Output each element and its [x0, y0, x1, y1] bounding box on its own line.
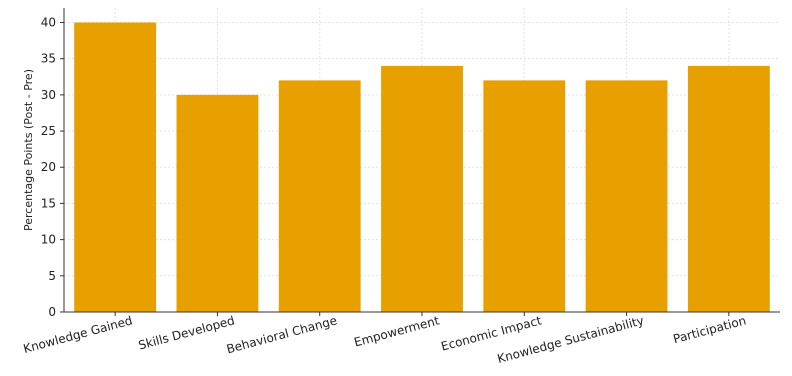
y-tick-label: 10 — [41, 233, 56, 247]
x-tick-label: Empowerment — [353, 313, 441, 349]
y-tick-label: 25 — [41, 124, 56, 138]
bar — [176, 94, 259, 312]
y-ticks: 0 5 10 15 20 25 30 35 40 — [41, 15, 64, 319]
y-axis-title: Percentage Points (Post - Pre) — [22, 69, 35, 231]
y-tick-label: 15 — [41, 196, 56, 210]
bar — [483, 80, 566, 312]
x-tick-label: Skills Developed — [137, 313, 236, 352]
y-tick-label: 30 — [41, 88, 56, 102]
bar — [687, 65, 770, 313]
y-tick-label: 20 — [41, 160, 56, 174]
y-tick-label: 40 — [41, 15, 56, 29]
bar — [278, 80, 361, 312]
bars — [74, 22, 770, 313]
x-tick-label: Participation — [672, 313, 748, 346]
bar — [585, 80, 668, 312]
x-tick-label: Behavioral Change — [225, 313, 338, 356]
y-tick-label: 35 — [41, 52, 56, 66]
x-tick-label: Knowledge Gained — [22, 313, 134, 356]
y-tick-label: 5 — [48, 269, 56, 283]
bar — [74, 22, 157, 312]
x-ticks: Knowledge Gained Skills DevelopedBehavior… — [22, 312, 748, 366]
bar — [381, 65, 463, 313]
y-tick-label: 0 — [48, 305, 56, 319]
